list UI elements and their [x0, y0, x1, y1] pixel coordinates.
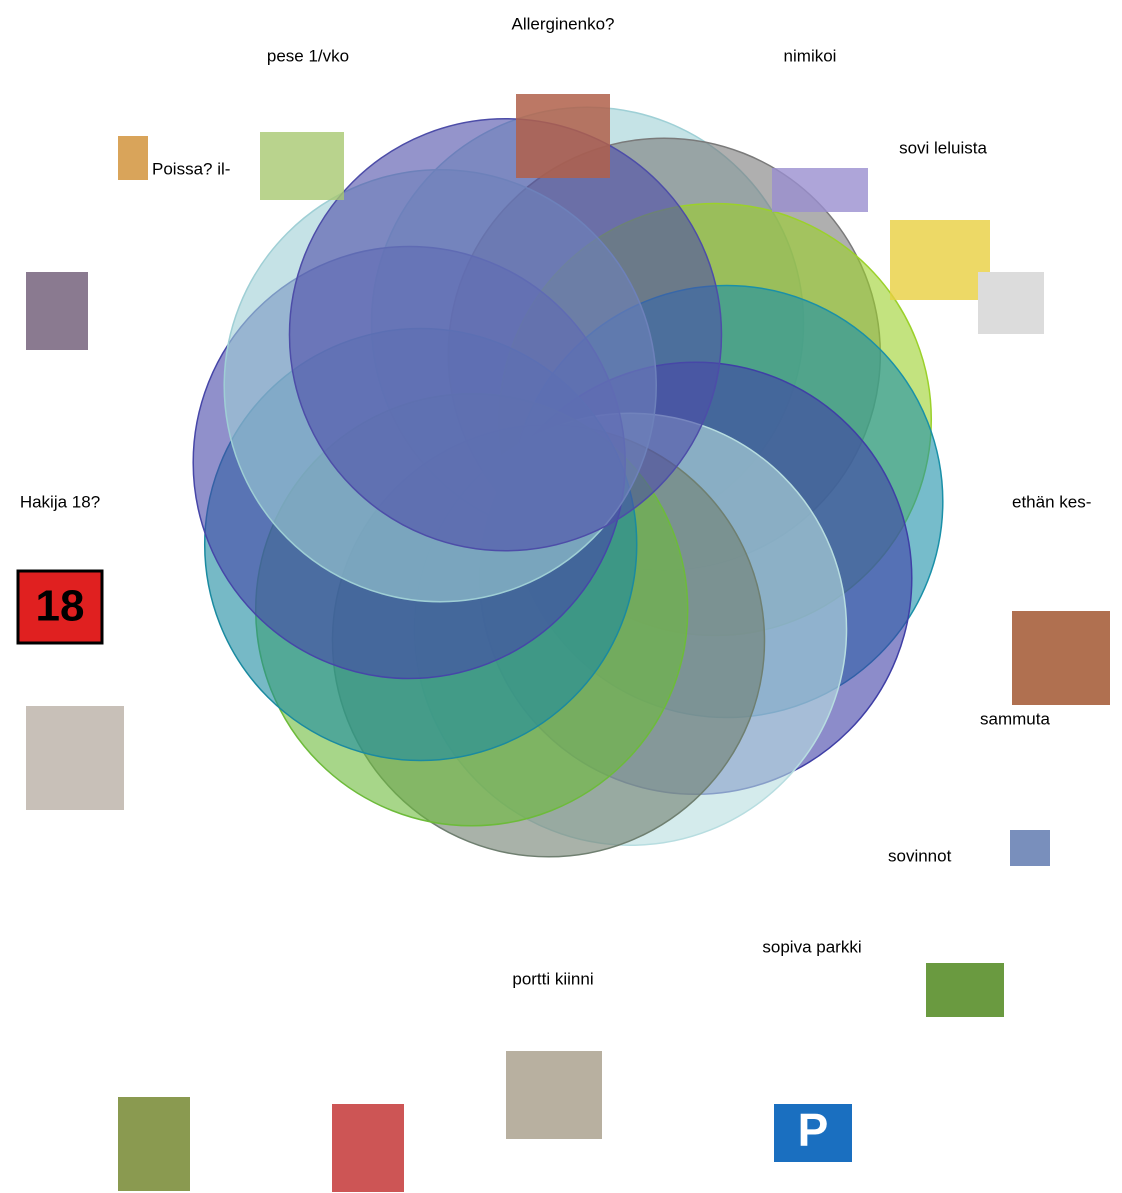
image-tree	[332, 1104, 404, 1192]
image-parachute	[926, 963, 1004, 1017]
label: Hakija 18?	[20, 492, 100, 511]
image-winter	[26, 706, 124, 810]
badge-text: 18	[36, 582, 85, 631]
image-child	[118, 136, 148, 180]
circle-group	[193, 107, 943, 857]
circle	[289, 119, 721, 551]
label: sovinnot	[888, 846, 952, 865]
image-handwash	[978, 272, 1044, 334]
image-suit	[26, 272, 88, 350]
image-kids	[1012, 611, 1110, 705]
label: Poissa? il-	[152, 159, 230, 178]
image-clothes	[260, 132, 344, 200]
label: nimikoi	[784, 46, 837, 65]
label: sammuta	[980, 709, 1050, 728]
label: portti kiinni	[512, 969, 593, 988]
image-phone	[1010, 830, 1050, 866]
image-boy	[890, 220, 990, 300]
label: ethän kes-	[1012, 492, 1091, 511]
image-food	[516, 94, 610, 178]
image-toys	[772, 168, 868, 212]
parking-icon: P	[798, 1104, 829, 1156]
label: pese 1/vko	[267, 46, 349, 65]
image-sandbox	[118, 1097, 190, 1191]
diagram: 18 P Allerginenko? pese 1/vko nimikoi sovi …	[0, 0, 1122, 1193]
page: 18 P Allerginenko? pese 1/vko nimikoi sovi …	[0, 0, 1122, 1193]
label: Allerginenko?	[511, 14, 614, 33]
label: sopiva parkki	[762, 937, 861, 956]
label: sovi leluista	[899, 138, 987, 157]
image-gate	[506, 1051, 602, 1139]
